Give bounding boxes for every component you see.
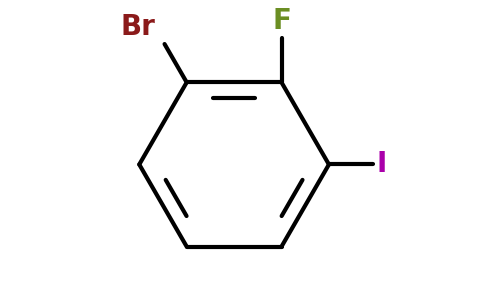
Text: I: I	[377, 151, 387, 178]
Text: F: F	[272, 7, 291, 35]
Text: Br: Br	[120, 13, 155, 41]
